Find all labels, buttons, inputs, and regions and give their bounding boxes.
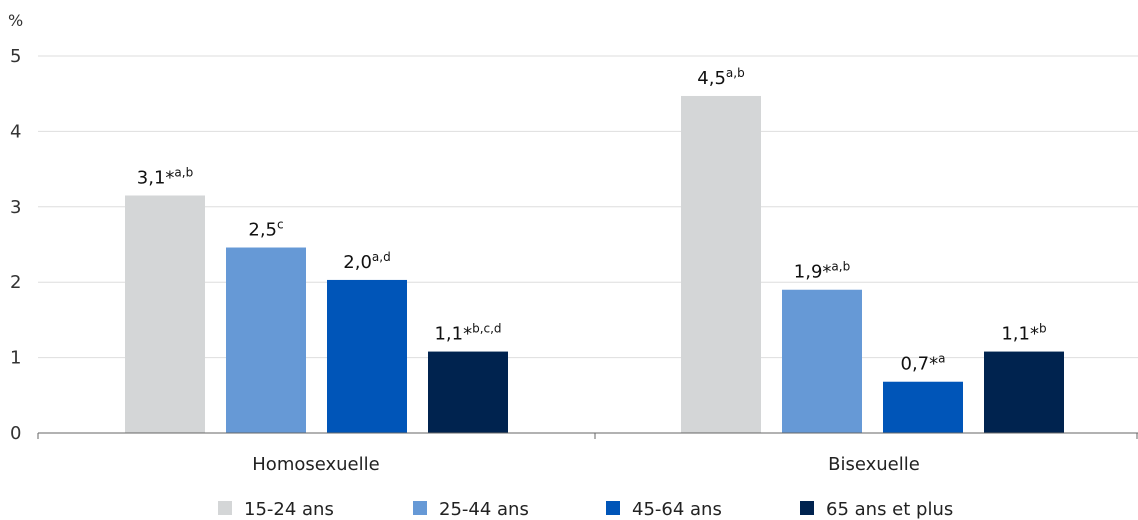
bars (125, 95, 1064, 433)
bar (428, 351, 508, 433)
bar (883, 381, 963, 433)
bar (681, 95, 761, 433)
data-labels: 3,1*a,b 2,5c 2,0a,d 1,1*b,c,d 4,5a,b 1,9*a,b 0… (137, 66, 1047, 375)
data-label: 2,0a,d (343, 250, 390, 273)
legend-swatch (218, 501, 232, 515)
legend-swatch (606, 501, 620, 515)
bar (125, 195, 205, 433)
y-axis-ticks: 0 1 2 3 4 5 (10, 46, 21, 444)
legend-label: 65 ans et plus (826, 499, 953, 520)
category-label: Homosexuelle (252, 454, 379, 475)
y-tick-label: 0 (10, 423, 21, 444)
y-tick-label: 2 (10, 272, 21, 293)
y-tick-label: 1 (10, 348, 21, 369)
data-label: 0,7*a (901, 352, 946, 375)
data-label: 1,9*a,b (794, 260, 850, 283)
y-axis-unit-label: % (8, 11, 23, 30)
y-tick-label: 4 (10, 121, 21, 142)
x-axis (37, 432, 1138, 439)
legend-swatch (800, 501, 814, 515)
data-label: 4,5a,b (697, 66, 744, 89)
bar (226, 247, 306, 433)
data-label: 3,1*a,b (137, 165, 193, 188)
bar (782, 289, 862, 433)
legend-label: 25-44 ans (439, 499, 529, 520)
legend-label: 45-64 ans (632, 499, 722, 520)
bar (984, 351, 1064, 433)
legend-label: 15-24 ans (244, 499, 334, 520)
gridlines (38, 55, 1138, 359)
y-tick-label: 3 (10, 197, 21, 218)
category-label: Bisexuelle (828, 454, 920, 475)
data-label: 2,5c (248, 218, 283, 241)
data-label: 1,1*b (1001, 322, 1046, 345)
x-axis-category-labels: Homosexuelle Bisexuelle (252, 454, 920, 475)
legend-swatch (413, 501, 427, 515)
bar (327, 279, 407, 433)
legend: 15-24 ans 25-44 ans 45-64 ans 65 ans et plu… (218, 499, 953, 520)
y-tick-label: 5 (10, 46, 21, 67)
data-label: 1,1*b,c,d (434, 322, 501, 345)
